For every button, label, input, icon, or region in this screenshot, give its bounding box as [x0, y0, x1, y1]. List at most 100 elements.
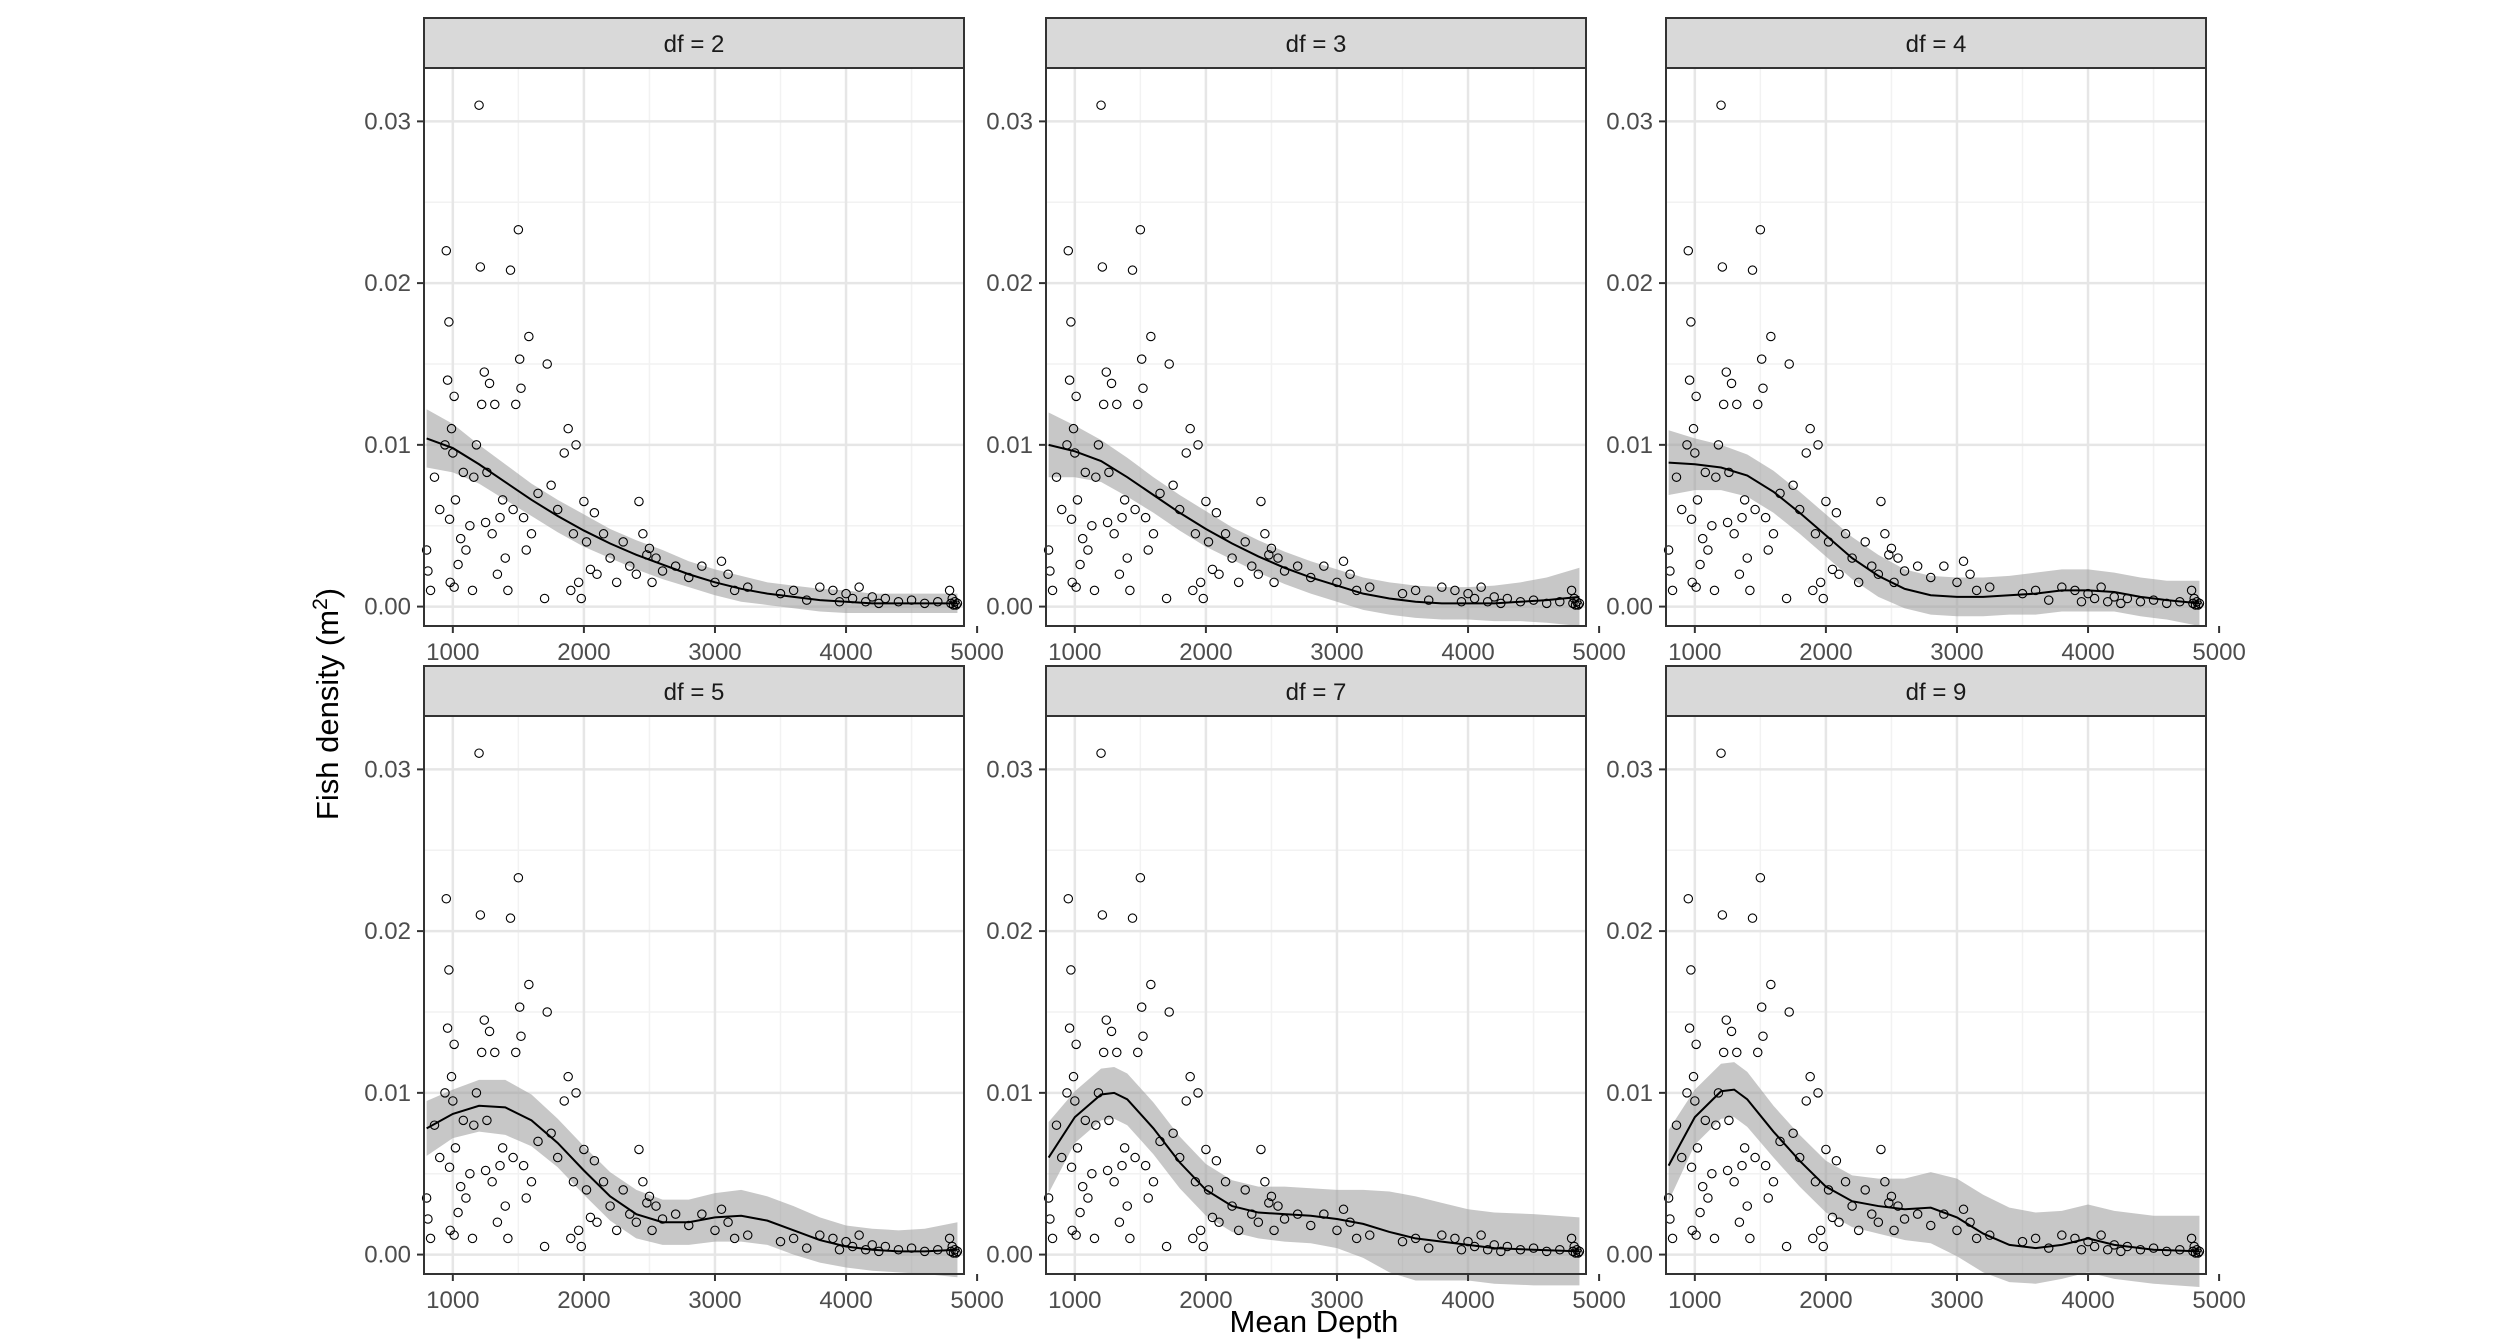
data-point — [1713, 1088, 1724, 1098]
data-point — [497, 495, 508, 505]
data-point — [559, 448, 569, 458]
data-point — [1766, 331, 1776, 342]
data-point — [1821, 1144, 1831, 1155]
data-point — [1047, 1233, 1058, 1244]
data-point — [552, 504, 563, 515]
data-point — [638, 529, 648, 539]
data-point — [1083, 1193, 1093, 1203]
data-point — [1758, 1031, 1768, 1041]
data-point — [1104, 1115, 1114, 1126]
data-point — [1207, 1212, 1218, 1223]
data-point — [1136, 354, 1147, 364]
x-tick-label: 3000 — [1310, 639, 1363, 666]
data-point — [1573, 1248, 1583, 1258]
data-point — [1112, 1047, 1122, 1058]
data-point — [2096, 1230, 2106, 1240]
y-tick-label: 0.01 — [1606, 1080, 1653, 1107]
data-point — [1683, 894, 1694, 904]
data-point — [1269, 577, 1279, 588]
y-tick-label: 0.03 — [364, 108, 411, 135]
data-point — [449, 582, 459, 592]
data-point — [1805, 423, 1815, 434]
data-point — [474, 748, 484, 758]
data-point — [1072, 1143, 1083, 1153]
data-point — [1080, 1115, 1091, 1126]
data-point — [1138, 383, 1148, 393]
data-point — [1555, 596, 1565, 607]
data-point — [1886, 1191, 1897, 1202]
data-point — [729, 1233, 740, 1244]
data-point — [1813, 1088, 1823, 1098]
y-tick-label: 0.03 — [364, 756, 411, 783]
data-point — [479, 367, 490, 377]
data-point — [542, 1007, 552, 1017]
facet-strip-label: df = 2 — [664, 31, 725, 58]
x-tick-label: 2000 — [557, 1287, 610, 1314]
confidence-band — [1668, 430, 2200, 626]
data-point — [657, 566, 668, 576]
data-point — [1860, 537, 1870, 547]
data-point — [1203, 1185, 1214, 1195]
data-point — [539, 1241, 550, 1252]
data-point — [1119, 1143, 1130, 1153]
y-tick-label: 0.00 — [1606, 594, 1653, 621]
data-point — [448, 1096, 458, 1106]
data-point — [487, 529, 497, 539]
data-point — [495, 512, 505, 523]
data-point — [1114, 1217, 1125, 1227]
data-point — [1130, 504, 1140, 515]
data-point — [1810, 529, 1821, 539]
x-tick-label: 4000 — [2061, 1287, 2114, 1314]
data-point — [1732, 399, 1742, 410]
data-point — [1260, 529, 1270, 539]
data-point — [1476, 1230, 1486, 1240]
data-point — [1688, 423, 1699, 434]
x-tick-label: 5000 — [1572, 1287, 1625, 1314]
data-point — [1684, 375, 1695, 385]
data-point — [723, 1217, 733, 1227]
data-point — [1188, 1233, 1198, 1244]
data-point — [598, 1177, 609, 1187]
data-point — [605, 553, 615, 563]
data-point — [1130, 1152, 1140, 1163]
data-point — [1732, 1047, 1742, 1058]
data-point — [1873, 569, 1884, 579]
data-point — [1097, 262, 1108, 272]
y-tick-label: 0.02 — [364, 270, 411, 297]
data-point — [1834, 569, 1844, 579]
data-point — [1663, 545, 1674, 555]
data-point — [1821, 496, 1831, 507]
data-point — [1860, 1185, 1870, 1195]
confidence-band — [1048, 1066, 1580, 1286]
data-point — [1815, 1225, 1826, 1236]
data-point — [1805, 1071, 1815, 1082]
data-point — [503, 585, 513, 596]
data-point — [618, 537, 628, 547]
smooth-curve — [426, 1104, 958, 1253]
data-point — [1306, 572, 1316, 583]
data-point — [1784, 359, 1794, 369]
data-point — [644, 543, 655, 554]
data-point — [742, 582, 753, 592]
data-point — [1691, 1039, 1701, 1050]
data-point — [710, 1225, 720, 1236]
x-tick-label: 3000 — [1930, 639, 1983, 666]
data-point — [453, 1207, 463, 1218]
data-point — [469, 472, 479, 482]
data-point — [1834, 1217, 1844, 1227]
data-point — [1739, 495, 1750, 505]
data-point — [1091, 472, 1101, 482]
data-point — [539, 593, 550, 604]
data-point — [589, 1156, 600, 1166]
data-point — [1676, 504, 1687, 515]
data-point — [742, 1230, 753, 1240]
data-point — [579, 496, 589, 507]
data-point — [1097, 910, 1108, 920]
data-point — [514, 354, 525, 364]
data-point — [576, 593, 587, 604]
data-point — [1766, 979, 1776, 990]
data-point — [1502, 1241, 1513, 1252]
x-tick-label: 2000 — [1179, 1287, 1232, 1314]
data-point — [1071, 1039, 1081, 1050]
